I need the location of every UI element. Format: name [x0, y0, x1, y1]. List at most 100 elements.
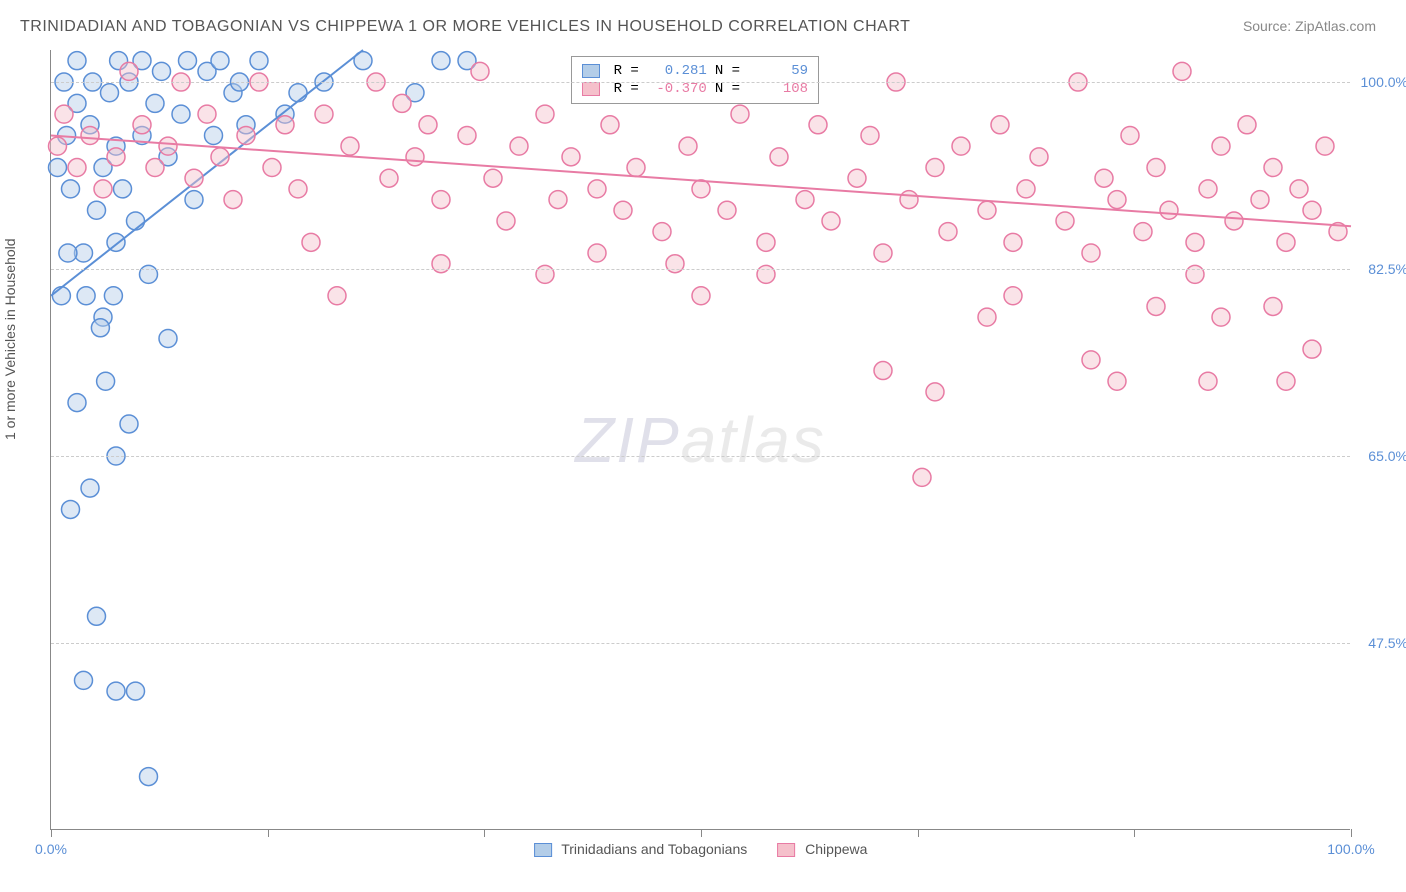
data-point — [913, 468, 931, 486]
data-point — [926, 159, 944, 177]
legend-swatch-0 — [534, 843, 552, 857]
data-point — [114, 180, 132, 198]
data-point — [1004, 233, 1022, 251]
data-point — [198, 105, 216, 123]
data-point — [874, 362, 892, 380]
data-point — [107, 148, 125, 166]
data-point — [458, 126, 476, 144]
data-point — [1264, 297, 1282, 315]
data-point — [77, 287, 95, 305]
data-point — [588, 180, 606, 198]
data-point — [601, 116, 619, 134]
data-point — [341, 137, 359, 155]
data-point — [1121, 126, 1139, 144]
data-point — [978, 201, 996, 219]
data-point — [796, 191, 814, 209]
data-point — [484, 169, 502, 187]
data-point — [120, 415, 138, 433]
data-point — [406, 148, 424, 166]
xtick — [268, 829, 269, 837]
data-point — [432, 191, 450, 209]
data-point — [1277, 372, 1295, 390]
xtick-label: 0.0% — [35, 841, 67, 857]
data-point — [81, 126, 99, 144]
data-point — [497, 212, 515, 230]
xtick — [1134, 829, 1135, 837]
xtick — [918, 829, 919, 837]
data-point — [153, 62, 171, 80]
legend-label-0: Trinidadians and Tobagonians — [561, 841, 747, 857]
trend-line — [51, 135, 1351, 226]
bottom-legend: Trinidadians and Tobagonians Chippewa — [534, 841, 868, 857]
data-point — [263, 159, 281, 177]
data-point — [1303, 340, 1321, 358]
data-point — [1212, 137, 1230, 155]
data-point — [68, 159, 86, 177]
data-point — [549, 191, 567, 209]
n-value-1: 108 — [748, 81, 808, 97]
data-point — [679, 137, 697, 155]
data-point — [211, 52, 229, 70]
xtick — [51, 829, 52, 837]
legend-item-0: Trinidadians and Tobagonians — [534, 841, 748, 857]
data-point — [81, 479, 99, 497]
legend-label-1: Chippewa — [805, 841, 867, 857]
data-point — [1030, 148, 1048, 166]
data-point — [1186, 233, 1204, 251]
data-point — [1264, 159, 1282, 177]
data-point — [75, 671, 93, 689]
r-label: R = — [614, 63, 639, 79]
data-point — [315, 105, 333, 123]
data-point — [224, 191, 242, 209]
data-point — [692, 180, 710, 198]
data-point — [432, 52, 450, 70]
data-point — [146, 159, 164, 177]
stats-row-series-0: R = 0.281 N = 59 — [582, 63, 808, 79]
xtick-label: 100.0% — [1327, 841, 1374, 857]
xtick — [701, 829, 702, 837]
data-point — [185, 169, 203, 187]
data-point — [146, 94, 164, 112]
data-point — [1290, 180, 1308, 198]
data-point — [419, 116, 437, 134]
data-point — [1303, 201, 1321, 219]
data-point — [900, 191, 918, 209]
data-point — [588, 244, 606, 262]
data-point — [770, 148, 788, 166]
gridline — [51, 643, 1350, 644]
data-point — [1108, 372, 1126, 390]
data-point — [874, 244, 892, 262]
data-point — [1199, 180, 1217, 198]
data-point — [926, 383, 944, 401]
legend-item-1: Chippewa — [777, 841, 867, 857]
data-point — [939, 223, 957, 241]
data-point — [107, 682, 125, 700]
data-point — [52, 287, 70, 305]
r-value-0: 0.281 — [647, 63, 707, 79]
ytick-label: 100.0% — [1356, 74, 1406, 90]
data-point — [68, 394, 86, 412]
data-point — [62, 500, 80, 518]
chart-title: TRINIDADIAN AND TOBAGONIAN VS CHIPPEWA 1… — [20, 18, 910, 36]
data-point — [1082, 244, 1100, 262]
data-point — [159, 137, 177, 155]
data-point — [276, 116, 294, 134]
data-point — [328, 287, 346, 305]
data-point — [140, 768, 158, 786]
gridline — [51, 82, 1350, 83]
r-label: R = — [614, 81, 639, 97]
data-point — [1251, 191, 1269, 209]
data-point — [1225, 212, 1243, 230]
gridline — [51, 269, 1350, 270]
ytick-label: 65.0% — [1356, 448, 1406, 464]
stats-legend: R = 0.281 N = 59 R = -0.370 N = 108 — [571, 56, 819, 104]
xtick — [484, 829, 485, 837]
data-point — [1316, 137, 1334, 155]
data-point — [1004, 287, 1022, 305]
data-point — [159, 329, 177, 347]
data-point — [380, 169, 398, 187]
data-point — [861, 126, 879, 144]
plot-area: ZIPatlas R = 0.281 N = 59 R = -0.370 N =… — [50, 50, 1350, 830]
swatch-series-1 — [582, 82, 600, 96]
stats-row-series-1: R = -0.370 N = 108 — [582, 81, 808, 97]
